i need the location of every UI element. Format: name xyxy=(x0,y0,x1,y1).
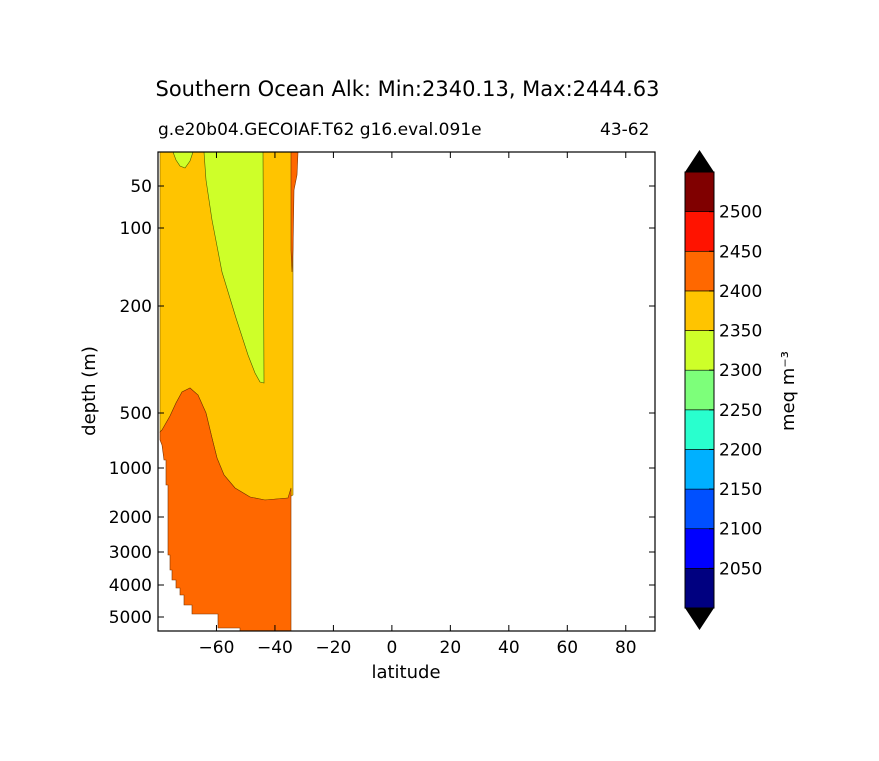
colorbar-swatch xyxy=(684,568,715,609)
colorbar-tick-label: 2450 xyxy=(719,242,762,262)
colorbar-swatch xyxy=(684,369,715,411)
x-tick-label: −60 xyxy=(199,638,235,658)
colorbar-tick-label: 2350 xyxy=(719,322,762,342)
colorbar-frame xyxy=(684,171,715,609)
colorbar-swatch xyxy=(684,211,715,252)
colorbar-swatch xyxy=(684,330,715,371)
y-tick-label: 1000 xyxy=(109,459,152,479)
colorbar-tick-label: 2300 xyxy=(719,361,762,381)
colorbar-swatch xyxy=(684,250,715,292)
y-tick-label: 200 xyxy=(120,297,152,317)
y-tick-label: 5000 xyxy=(109,608,152,628)
colorbar-swatch xyxy=(684,409,715,450)
y-tick-label: 100 xyxy=(120,219,152,239)
colorbar-extend-min xyxy=(685,608,714,630)
colorbar-tick-label: 2150 xyxy=(719,480,762,500)
colorbar-swatch xyxy=(684,449,715,490)
plot-area xyxy=(157,151,656,632)
y-tick-label: 4000 xyxy=(109,576,152,596)
y-axis: 50 100 200 500 1000 2000 3000 4000 5000 xyxy=(109,177,655,628)
plot-frame xyxy=(157,151,656,632)
x-tick-label: 80 xyxy=(615,638,637,658)
colorbar-tick-label: 2500 xyxy=(719,203,762,223)
y-tick-label: 500 xyxy=(120,404,152,424)
x-tick-label: −40 xyxy=(257,638,293,658)
chart-title: Southern Ocean Alk: Min:2340.13, Max:244… xyxy=(155,77,660,101)
colorbar-tick-label: 2200 xyxy=(719,440,762,460)
x-axis: −60 −40 −20 0 20 40 60 80 xyxy=(199,152,637,658)
y-axis-label: depth (m) xyxy=(79,346,100,436)
colorbar-swatch xyxy=(684,528,715,569)
colorbar: 2050 2100 2150 2200 2250 2300 2350 2400 2450 2500 xyxy=(684,150,762,630)
x-tick-label: 20 xyxy=(440,638,462,658)
chart-subtitle-left: g.e20b04.GECOIAF.T62 g16.eval.091e xyxy=(158,120,482,140)
x-tick-label: 40 xyxy=(498,638,520,658)
colorbar-extend-max xyxy=(685,150,714,172)
colorbar-swatch xyxy=(684,488,715,530)
y-tick-label: 2000 xyxy=(109,508,152,528)
y-tick-label: 3000 xyxy=(109,543,152,563)
colorbar-swatch xyxy=(684,171,715,212)
chart-subtitle-right: 43-62 xyxy=(600,120,650,140)
contour-fill-2300-2350 xyxy=(203,151,265,384)
contour-fill-2400-2450-surface xyxy=(290,151,299,273)
y-tick-label: 50 xyxy=(130,177,152,197)
colorbar-swatch xyxy=(684,290,715,331)
contour-fill-2400-2450-deep xyxy=(159,387,292,632)
colorbar-tick-label: 2100 xyxy=(719,520,762,540)
colorbar-tick-label: 2400 xyxy=(719,282,762,302)
x-axis-label: latitude xyxy=(371,662,440,683)
colorbar-tick-label: 2250 xyxy=(719,401,762,421)
colorbar-tick-label: 2050 xyxy=(719,559,762,579)
x-tick-label: 60 xyxy=(556,638,578,658)
x-tick-label: 0 xyxy=(386,638,397,658)
x-tick-label: −20 xyxy=(315,638,351,658)
colorbar-label: meq m⁻³ xyxy=(778,351,799,431)
